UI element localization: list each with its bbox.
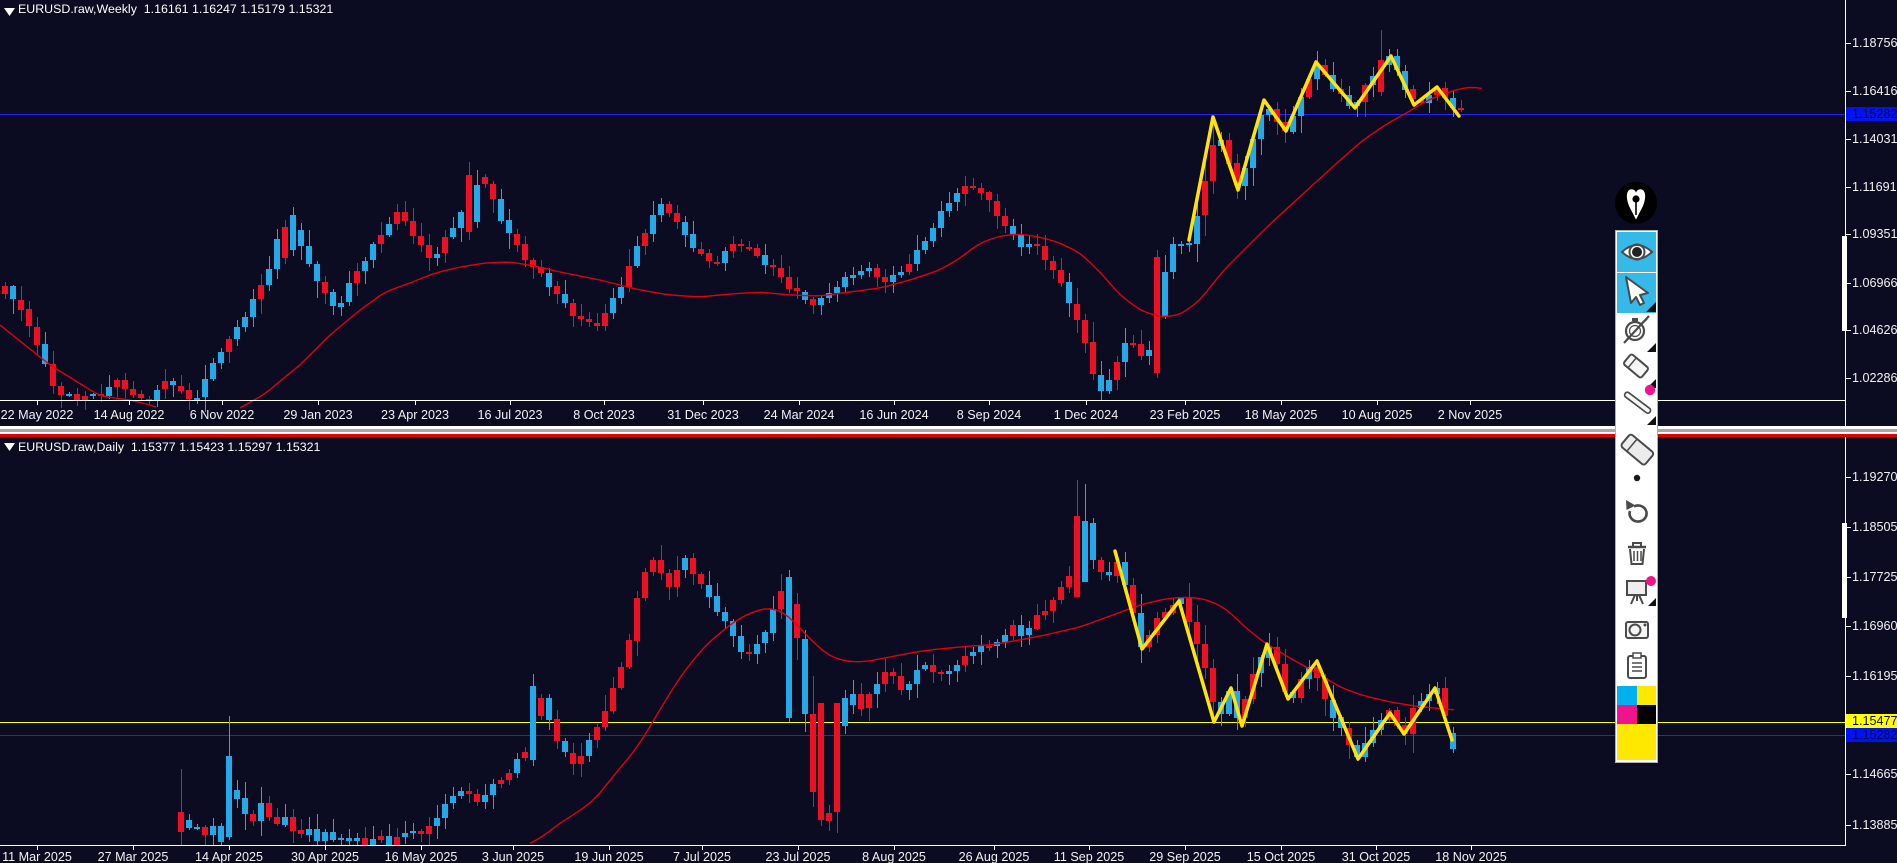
svg-text:19 Jun 2025: 19 Jun 2025 (574, 850, 643, 863)
svg-text:2 Nov 2025: 2 Nov 2025 (1438, 408, 1502, 422)
svg-text:11 Sep 2025: 11 Sep 2025 (1054, 850, 1125, 863)
svg-text:1.06966: 1.06966 (1852, 276, 1897, 290)
svg-text:1.16960: 1.16960 (1852, 619, 1897, 633)
svg-text:1.16195: 1.16195 (1852, 669, 1897, 683)
svg-text:EURUSD.raw,Daily 1.15377 1.15: EURUSD.raw,Daily 1.15377 1.15423 1.15297… (18, 440, 321, 454)
svg-text:26 Aug 2025: 26 Aug 2025 (959, 850, 1030, 863)
svg-text:1.14665: 1.14665 (1852, 767, 1897, 781)
svg-text:23 Feb 2025: 23 Feb 2025 (1150, 408, 1221, 422)
svg-text:8 Sep 2024: 8 Sep 2024 (957, 408, 1021, 422)
svg-text:23 Apr 2023: 23 Apr 2023 (381, 408, 449, 422)
svg-text:31 Oct 2025: 31 Oct 2025 (1342, 850, 1411, 863)
svg-text:22 May 2022: 22 May 2022 (1, 408, 74, 422)
svg-text:27 Mar 2025: 27 Mar 2025 (98, 850, 169, 863)
svg-text:1.13885: 1.13885 (1852, 818, 1897, 832)
svg-text:8 Aug 2025: 8 Aug 2025 (862, 850, 926, 863)
svg-text:1.18756: 1.18756 (1852, 36, 1897, 50)
svg-text:30 Apr 2025: 30 Apr 2025 (291, 850, 359, 863)
svg-text:8 Oct 2023: 8 Oct 2023 (573, 408, 635, 422)
svg-text:1.15282: 1.15282 (1852, 107, 1897, 121)
svg-text:1.04626: 1.04626 (1852, 323, 1897, 337)
svg-text:1.09351: 1.09351 (1852, 227, 1897, 241)
svg-text:6 Nov 2022: 6 Nov 2022 (190, 408, 254, 422)
svg-text:16 May 2025: 16 May 2025 (385, 850, 458, 863)
svg-text:29 Sep 2025: 29 Sep 2025 (1149, 850, 1220, 863)
svg-text:15 Oct 2025: 15 Oct 2025 (1247, 850, 1316, 863)
svg-text:1.15282: 1.15282 (1852, 728, 1897, 742)
svg-text:EURUSD.raw,Weekly 1.16161 1.1: EURUSD.raw,Weekly 1.16161 1.16247 1.1517… (18, 2, 333, 16)
svg-text:16 Jul 2023: 16 Jul 2023 (477, 408, 542, 422)
svg-text:11 Mar 2025: 11 Mar 2025 (2, 850, 72, 863)
svg-text:31 Dec 2023: 31 Dec 2023 (667, 408, 738, 422)
svg-text:1.02286: 1.02286 (1852, 371, 1897, 385)
svg-text:3 Jun 2025: 3 Jun 2025 (482, 850, 544, 863)
svg-text:1.14031: 1.14031 (1852, 132, 1897, 146)
svg-text:24 Mar 2024: 24 Mar 2024 (764, 408, 835, 422)
svg-text:29 Jan 2023: 29 Jan 2023 (283, 408, 352, 422)
svg-text:1.17725: 1.17725 (1852, 570, 1897, 584)
svg-text:1.18505: 1.18505 (1852, 520, 1897, 534)
svg-text:18 May 2025: 18 May 2025 (1245, 408, 1318, 422)
svg-text:16 Jun 2024: 16 Jun 2024 (859, 408, 928, 422)
svg-text:7 Jul 2025: 7 Jul 2025 (673, 850, 731, 863)
svg-text:1.15477: 1.15477 (1852, 714, 1897, 728)
svg-text:1 Dec 2024: 1 Dec 2024 (1054, 408, 1118, 422)
svg-text:1.16416: 1.16416 (1852, 84, 1897, 98)
svg-text:18 Nov 2025: 18 Nov 2025 (1435, 850, 1506, 863)
svg-text:10 Aug 2025: 10 Aug 2025 (1342, 408, 1413, 422)
svg-text:14 Aug 2022: 14 Aug 2022 (94, 408, 165, 422)
svg-text:23 Jul 2025: 23 Jul 2025 (765, 850, 830, 863)
svg-text:14 Apr 2025: 14 Apr 2025 (195, 850, 263, 863)
svg-text:1.19270: 1.19270 (1852, 470, 1897, 484)
svg-text:1.11691: 1.11691 (1852, 180, 1897, 194)
